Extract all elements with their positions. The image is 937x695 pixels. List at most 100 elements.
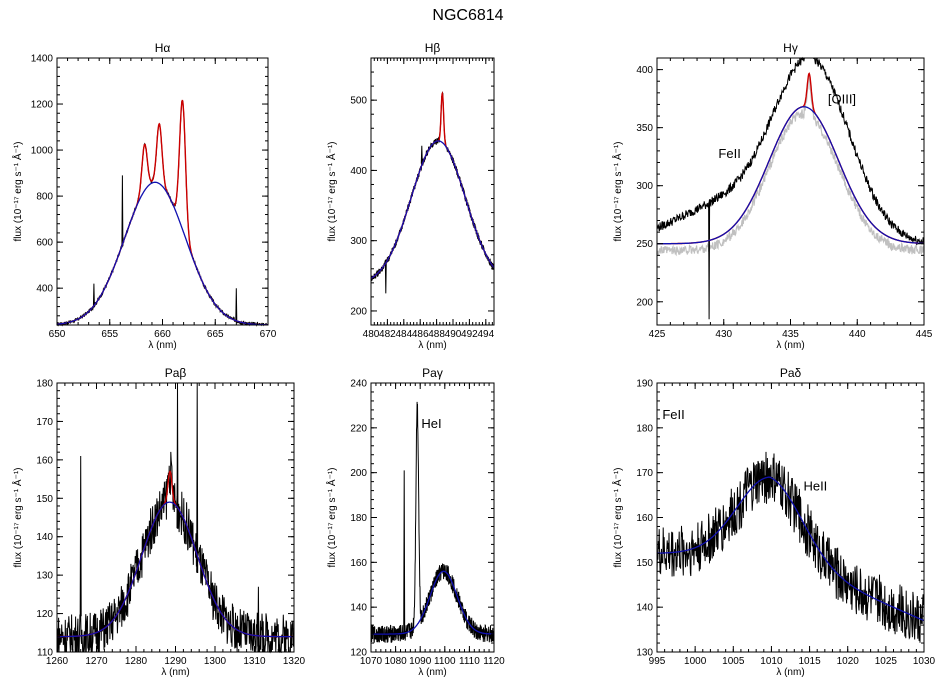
x-tick-label: 492 — [461, 329, 478, 340]
series-observed — [656, 56, 925, 320]
x-tick-label: 1005 — [722, 656, 745, 667]
x-tick-label: 480 — [363, 329, 380, 340]
series-narrow-fit — [657, 72, 924, 245]
panel-1: 650 655 660 665 670 400 600 800 1000 1200 1400 Hα λ … — [11, 41, 277, 351]
x-tick-label: 486 — [412, 329, 429, 340]
y-tick-label: 170 — [636, 468, 653, 479]
x-tick-label: 430 — [715, 329, 732, 340]
x-tick-label: 1290 — [164, 656, 187, 667]
series-broad-fit — [657, 476, 925, 622]
panel-3: 425 430 435 440 445 200 250 300 350 400 Hγ λ (nm) fl… — [611, 41, 933, 351]
x-tick-label: 1030 — [913, 656, 936, 667]
panel-4: 1260 1270 1280 1290 1300 1310 1320 110 120 130 140… — [11, 366, 306, 678]
x-tick-label: 670 — [260, 329, 277, 340]
x-tick-label: 1310 — [243, 656, 266, 667]
panel-2: 480 482 484 486 488 490 492 494 200 300 400 500 Hβ λ … — [325, 41, 495, 351]
y-tick-label: 180 — [36, 379, 53, 390]
panel-5: 1070 1080 1090 1100 1110 1120 120 140 160 180 200 2… — [325, 366, 505, 678]
panel-title: Paδ — [780, 366, 802, 380]
y-tick-label: 110 — [37, 648, 53, 659]
y-axis-label: flux (10⁻¹⁷ erg s⁻¹ Å⁻¹) — [11, 467, 24, 567]
y-tick-label: 160 — [350, 558, 367, 569]
panel-6: 995 1000 1005 1010 1015 1020 1025 1030 130 140 150… — [611, 366, 936, 678]
series-broad-fit — [56, 181, 268, 326]
series-observed — [56, 382, 295, 654]
y-tick-label: 400 — [350, 166, 367, 177]
y-tick-label: 240 — [350, 379, 367, 390]
y-axis-label: flux (10⁻¹⁷ erg s⁻¹ Å⁻¹) — [611, 467, 624, 567]
x-tick-label: 1010 — [760, 656, 783, 667]
y-axis-label: flux (10⁻¹⁷ erg s⁻¹ Å⁻¹) — [611, 141, 624, 241]
x-tick-label: 1120 — [483, 656, 505, 667]
series-observed — [56, 100, 268, 327]
line-annotation: HeII — [803, 479, 827, 494]
x-tick-label: 1100 — [434, 656, 456, 667]
series-alt-spectrum — [656, 74, 925, 257]
x-tick-label: 1280 — [125, 656, 148, 667]
x-axis-label: λ (nm) — [418, 340, 446, 351]
plot-frame — [370, 57, 495, 326]
line-annotation: [OIII] — [828, 91, 856, 106]
series-observed — [370, 401, 495, 644]
x-tick-label: 1080 — [384, 656, 407, 667]
y-tick-label: 160 — [36, 455, 53, 466]
panel-title: Paγ — [422, 366, 443, 380]
x-tick-label: 494 — [477, 329, 494, 340]
plot-frame — [56, 57, 269, 326]
y-tick-label: 250 — [636, 239, 653, 250]
x-tick-label: 995 — [649, 656, 666, 667]
x-tick-label: 1015 — [798, 656, 821, 667]
y-tick-label: 1000 — [31, 146, 54, 157]
x-tick-label: 484 — [395, 329, 412, 340]
y-tick-label: 150 — [636, 558, 653, 569]
x-tick-label: 445 — [916, 329, 933, 340]
y-tick-label: 130 — [636, 648, 653, 659]
y-tick-label: 140 — [636, 603, 653, 614]
y-tick-label: 300 — [636, 181, 653, 192]
x-axis-label: λ (nm) — [148, 340, 176, 351]
x-tick-label: 655 — [101, 329, 118, 340]
x-tick-label: 1020 — [837, 656, 860, 667]
y-tick-label: 220 — [350, 423, 367, 434]
y-tick-label: 140 — [36, 532, 53, 543]
y-axis-label: flux (10⁻¹⁷ erg s⁻¹ Å⁻¹) — [325, 141, 338, 241]
series-observed — [370, 91, 495, 294]
y-tick-label: 400 — [36, 284, 53, 295]
x-axis-label: λ (nm) — [776, 667, 804, 678]
y-tick-label: 180 — [350, 513, 367, 524]
x-tick-label: 1070 — [360, 656, 383, 667]
series-broad-fit — [657, 106, 924, 245]
x-tick-label: 1000 — [684, 656, 707, 667]
x-tick-label: 488 — [428, 329, 445, 340]
line-annotation: FeII — [718, 146, 740, 161]
series-broad-fit — [371, 570, 494, 635]
y-tick-label: 170 — [36, 417, 53, 428]
x-tick-label: 1025 — [875, 656, 898, 667]
y-axis-label: flux (10⁻¹⁷ erg s⁻¹ Å⁻¹) — [325, 467, 338, 567]
y-tick-label: 300 — [350, 236, 367, 247]
x-tick-label: 1320 — [283, 656, 306, 667]
x-tick-label: 665 — [207, 329, 224, 340]
plot-frame — [656, 57, 925, 326]
y-axis-label: flux (10⁻¹⁷ erg s⁻¹ Å⁻¹) — [11, 141, 24, 241]
y-tick-label: 120 — [36, 609, 53, 620]
figure-title: NGC6814 — [432, 7, 503, 24]
y-tick-label: 160 — [636, 513, 653, 524]
x-tick-label: 490 — [445, 329, 462, 340]
series-narrow-fit — [370, 91, 495, 280]
y-tick-label: 150 — [36, 494, 53, 505]
y-tick-label: 400 — [636, 65, 653, 76]
y-tick-label: 800 — [36, 192, 53, 203]
x-tick-label: 482 — [379, 329, 396, 340]
y-tick-label: 190 — [636, 379, 653, 390]
x-tick-label: 1300 — [204, 656, 227, 667]
x-tick-label: 1090 — [409, 656, 432, 667]
x-tick-label: 1270 — [85, 656, 108, 667]
x-axis-label: λ (nm) — [161, 667, 189, 678]
line-annotation: FeII — [662, 407, 684, 422]
x-axis-label: λ (nm) — [418, 667, 446, 678]
panel-title: Hα — [155, 41, 171, 55]
y-tick-label: 200 — [350, 468, 367, 479]
panel-title: Paβ — [165, 366, 187, 380]
